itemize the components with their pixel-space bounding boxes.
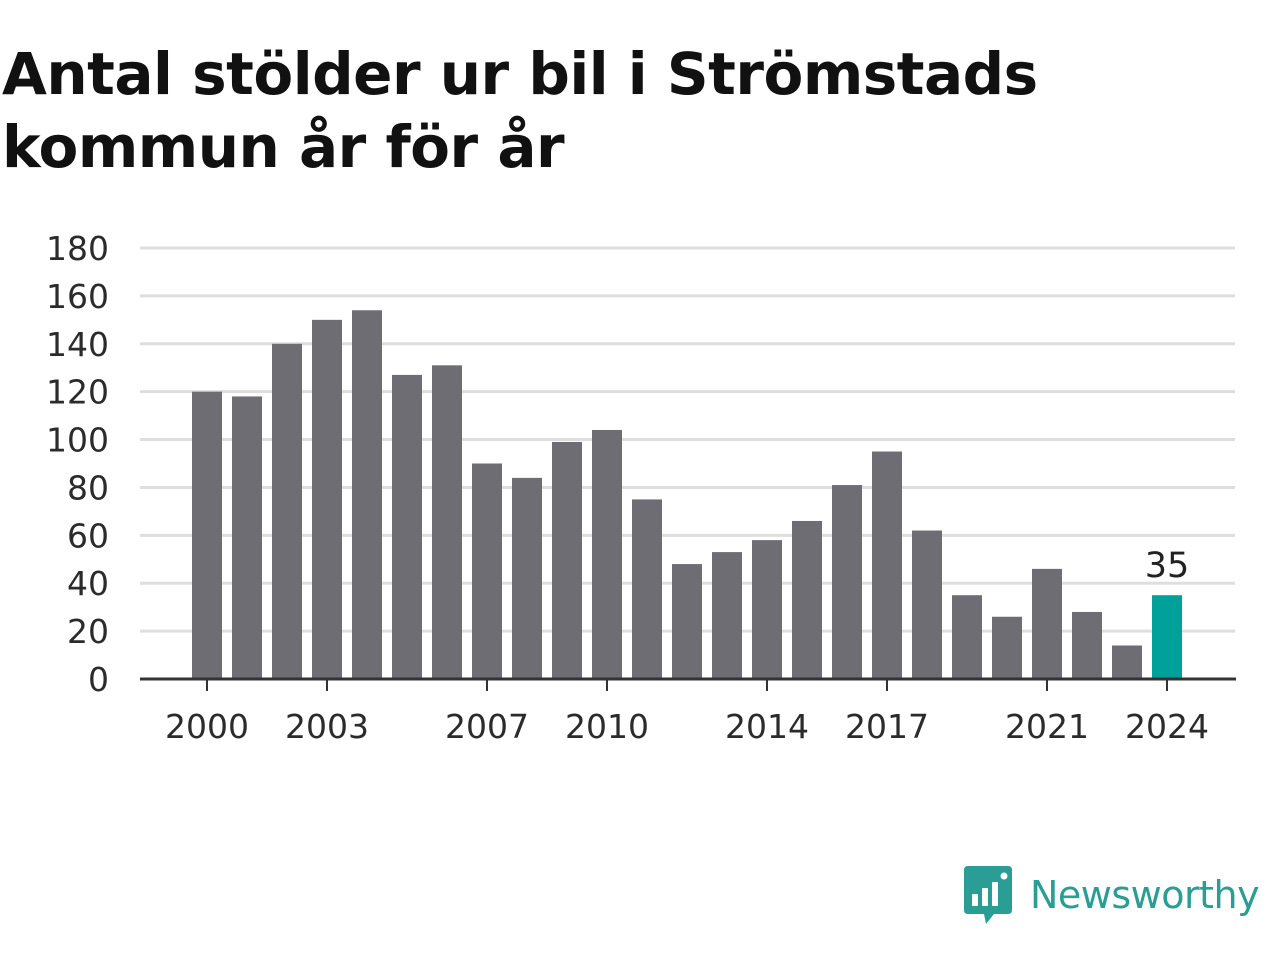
y-tick-label: 60 <box>67 516 109 555</box>
x-tick-label: 2010 <box>565 707 649 746</box>
y-tick-label: 80 <box>67 468 109 507</box>
bar <box>352 310 382 679</box>
bar <box>472 463 502 679</box>
bar <box>552 441 582 679</box>
bar-chart-speech-bubble-icon <box>964 866 1012 924</box>
bar <box>992 616 1022 679</box>
chart-title: Antal stölder ur bil i Strömstads kommun… <box>2 40 1038 181</box>
y-tick-label: 180 <box>46 229 109 268</box>
y-tick-label: 160 <box>46 277 109 316</box>
y-tick-label: 20 <box>67 612 109 651</box>
x-axis <box>140 677 1236 691</box>
bar <box>1032 568 1062 679</box>
bar <box>672 564 702 679</box>
bars <box>192 310 1182 679</box>
bar <box>512 477 542 679</box>
y-tick-label: 40 <box>67 564 109 603</box>
bar-highlight <box>1152 595 1182 679</box>
y-tick-label: 0 <box>88 660 109 699</box>
y-axis-labels: 0 20 40 60 80 100 120 140 160 180 <box>46 229 109 699</box>
annotations: 35 <box>1145 546 1190 586</box>
x-tick-label: 2021 <box>1005 707 1089 746</box>
x-tick-label: 2017 <box>845 707 929 746</box>
x-tick-label: 2000 <box>165 707 249 746</box>
y-tick-label: 120 <box>46 373 109 412</box>
brand-name: Newsworthy <box>1030 873 1260 917</box>
bar <box>912 530 942 679</box>
bar <box>632 499 662 679</box>
bar <box>312 319 342 679</box>
y-tick-label: 100 <box>46 421 109 460</box>
brand-logo: Newsworthy <box>962 862 1260 928</box>
bar <box>232 396 262 679</box>
x-tick-label: 2014 <box>725 707 809 746</box>
highlight-value-label: 35 <box>1145 546 1190 586</box>
y-tick-label: 140 <box>46 325 109 364</box>
bar <box>1112 645 1142 679</box>
bar <box>752 540 782 679</box>
bar <box>192 391 222 679</box>
x-tick-label: 2007 <box>445 707 529 746</box>
bar <box>1072 611 1102 679</box>
bar <box>832 485 862 679</box>
x-tick-label: 2024 <box>1125 707 1209 746</box>
x-axis-labels: 2000 2003 2007 2010 2014 2017 2021 2024 <box>165 707 1209 746</box>
bar <box>392 374 422 679</box>
bar <box>872 451 902 679</box>
x-tick-label: 2003 <box>285 707 369 746</box>
bar <box>432 365 462 679</box>
bar <box>952 595 982 679</box>
bar <box>792 520 822 679</box>
bar <box>592 429 622 679</box>
bar <box>272 343 302 679</box>
bar <box>712 552 742 679</box>
